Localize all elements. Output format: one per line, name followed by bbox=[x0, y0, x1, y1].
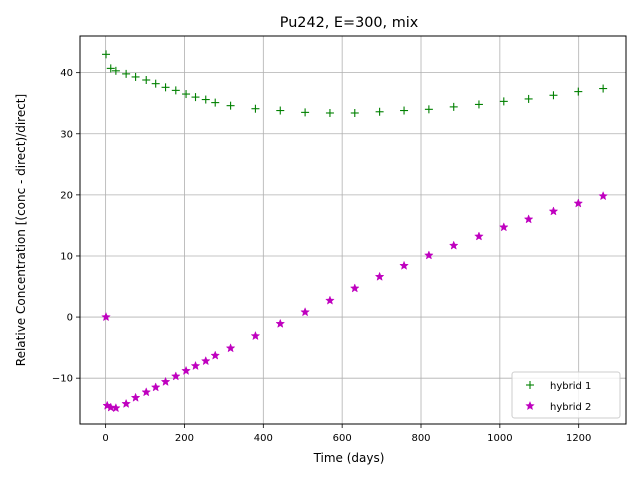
y-tick-label: −10 bbox=[52, 374, 73, 385]
x-tick-label: 400 bbox=[254, 433, 273, 444]
x-axis-label: Time (days) bbox=[313, 451, 385, 465]
x-tick-label: 600 bbox=[333, 433, 352, 444]
data-point bbox=[474, 100, 483, 109]
data-point bbox=[301, 108, 310, 117]
data-point bbox=[121, 398, 131, 408]
data-point bbox=[225, 343, 236, 353]
data-point bbox=[399, 260, 409, 270]
plot-frame bbox=[79, 35, 627, 425]
data-point bbox=[599, 84, 608, 93]
x-tick-label: 200 bbox=[175, 433, 194, 444]
data-point bbox=[548, 206, 559, 216]
data-point bbox=[448, 240, 459, 250]
legend-label: hybrid 1 bbox=[550, 381, 591, 392]
x-tick-label: 0 bbox=[102, 433, 108, 444]
data-point bbox=[131, 72, 140, 81]
data-point bbox=[275, 318, 286, 328]
data-point bbox=[130, 392, 141, 402]
data-point bbox=[150, 382, 161, 392]
data-point bbox=[151, 79, 160, 88]
data-point bbox=[424, 105, 433, 114]
data-point bbox=[251, 104, 260, 113]
data-point bbox=[105, 402, 116, 412]
data-point bbox=[325, 295, 335, 305]
data-point bbox=[211, 98, 220, 107]
data-point bbox=[573, 198, 584, 208]
x-tick-label: 1000 bbox=[487, 433, 512, 444]
legend-label: hybrid 2 bbox=[550, 402, 591, 413]
data-point bbox=[171, 86, 180, 95]
y-tick-label: 0 bbox=[67, 313, 73, 324]
legend-item: hybrid 2 bbox=[525, 400, 591, 413]
data-point bbox=[598, 191, 608, 201]
data-point bbox=[200, 355, 211, 366]
y-axis-label: Relative Concentration [(conc - direct)/… bbox=[14, 94, 28, 366]
data-point bbox=[141, 387, 152, 397]
data-point bbox=[226, 101, 235, 110]
data-point bbox=[449, 102, 458, 111]
data-point bbox=[499, 97, 508, 106]
data-point bbox=[375, 107, 384, 116]
legend-marker bbox=[525, 400, 535, 411]
x-tick-label: 1200 bbox=[566, 433, 591, 444]
series-hybrid-1 bbox=[102, 50, 608, 117]
data-point bbox=[161, 83, 170, 92]
data-point bbox=[160, 376, 171, 386]
data-point bbox=[349, 283, 360, 293]
data-point bbox=[276, 106, 285, 115]
axis-ticks: 0 200 400 600 800 1000 1200 −10 0 10 20 30 40 bbox=[52, 68, 592, 444]
data-point bbox=[424, 250, 434, 260]
data-point bbox=[474, 231, 484, 241]
y-tick-label: 40 bbox=[60, 68, 73, 79]
data-point bbox=[201, 95, 210, 104]
data-point bbox=[350, 108, 359, 117]
legend-marker bbox=[526, 381, 534, 389]
data-point bbox=[181, 365, 191, 375]
chart-title: Pu242, E=300, mix bbox=[280, 15, 419, 31]
data-point bbox=[111, 66, 120, 75]
data-point bbox=[524, 94, 533, 103]
data-point bbox=[498, 222, 509, 232]
legend-item: hybrid 1 bbox=[526, 381, 591, 392]
plot-series bbox=[101, 50, 608, 413]
data-point bbox=[122, 69, 131, 78]
data-point bbox=[190, 360, 201, 371]
y-tick-label: 10 bbox=[60, 251, 73, 262]
data-point bbox=[374, 271, 385, 281]
data-point bbox=[142, 75, 151, 84]
data-point bbox=[106, 64, 115, 73]
legend-box bbox=[511, 371, 621, 419]
data-point bbox=[102, 50, 111, 59]
data-point bbox=[191, 93, 200, 102]
data-point bbox=[250, 330, 261, 341]
data-point bbox=[170, 371, 181, 381]
grid bbox=[80, 36, 626, 424]
data-point bbox=[325, 108, 334, 117]
data-point bbox=[400, 106, 409, 115]
data-point bbox=[549, 91, 558, 100]
y-tick-label: 30 bbox=[60, 129, 73, 140]
data-point bbox=[523, 214, 534, 224]
data-point bbox=[574, 87, 583, 96]
y-tick-label: 20 bbox=[60, 190, 73, 201]
data-point bbox=[300, 307, 310, 317]
legend: hybrid 1 hybrid 2 bbox=[511, 371, 621, 419]
x-tick-label: 800 bbox=[411, 433, 430, 444]
data-point bbox=[182, 90, 191, 99]
series-hybrid-2 bbox=[101, 191, 608, 413]
data-point bbox=[111, 403, 121, 413]
data-point bbox=[210, 350, 221, 360]
data-point bbox=[101, 311, 111, 322]
